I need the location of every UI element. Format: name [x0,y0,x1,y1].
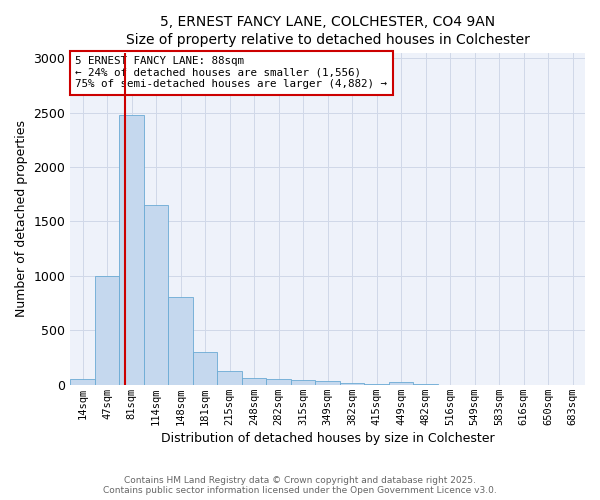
Bar [266,379,291,385]
Bar [291,380,316,385]
Bar [119,115,144,385]
Bar [389,382,413,385]
Bar [95,276,119,385]
Bar [364,384,389,385]
Bar [242,378,266,385]
Text: Contains HM Land Registry data © Crown copyright and database right 2025.
Contai: Contains HM Land Registry data © Crown c… [103,476,497,495]
X-axis label: Distribution of detached houses by size in Colchester: Distribution of detached houses by size … [161,432,494,445]
Bar [70,380,95,385]
Bar [169,296,193,385]
Y-axis label: Number of detached properties: Number of detached properties [15,120,28,318]
Bar [217,370,242,385]
Bar [316,381,340,385]
Bar [340,382,364,385]
Bar [193,352,217,385]
Text: 5 ERNEST FANCY LANE: 88sqm
← 24% of detached houses are smaller (1,556)
75% of s: 5 ERNEST FANCY LANE: 88sqm ← 24% of deta… [76,56,388,90]
Bar [144,205,169,385]
Title: 5, ERNEST FANCY LANE, COLCHESTER, CO4 9AN
Size of property relative to detached : 5, ERNEST FANCY LANE, COLCHESTER, CO4 9A… [126,15,530,48]
